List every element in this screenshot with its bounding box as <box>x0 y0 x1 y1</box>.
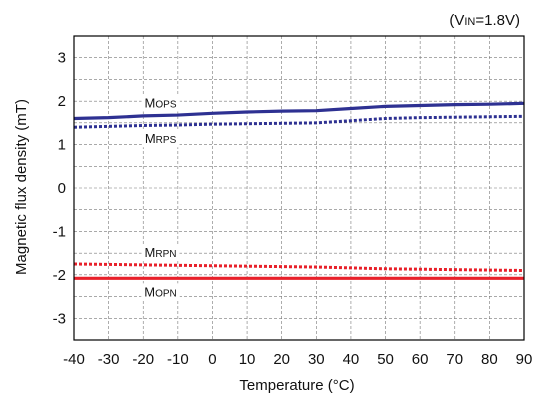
tick-labels: -40 -30 -20 -10 0 10 20 30 40 50 60 70 80 903210-1-2-… <box>53 50 533 368</box>
series-label-main: M <box>145 245 156 260</box>
series-label-sub: OPS <box>155 99 176 110</box>
series-label-sub: RPS <box>156 135 177 146</box>
y-tick-label: -1 <box>53 223 66 240</box>
series-label-bg <box>141 244 180 262</box>
series-label-sub: RPN <box>155 249 176 260</box>
x-tick-label: 80 <box>481 351 498 368</box>
series-label-mrpn: MRPN <box>145 245 177 260</box>
series-label-mrps: MRPS <box>145 131 177 146</box>
y-tick-label: 0 <box>58 180 66 197</box>
y-tick-label: -3 <box>53 310 66 327</box>
condition-label: (VIN=1.8V) <box>449 12 520 29</box>
series-label-mopn: MOPN <box>144 284 177 299</box>
series-label-bg <box>141 130 180 148</box>
y-tick-label: 2 <box>58 93 66 110</box>
series-line-mops <box>73 101 525 121</box>
y-tick-label: -2 <box>53 267 66 284</box>
series-label-mops: MOPS <box>145 95 177 110</box>
x-tick-label: 50 <box>377 351 394 368</box>
series-label-bg <box>141 283 180 301</box>
x-tick-label: -20 <box>132 351 154 368</box>
y-tick-label: 3 <box>58 50 66 67</box>
series-label-main: M <box>145 95 156 110</box>
x-axis-label: Temperature (°C) <box>239 377 354 394</box>
series-lines <box>73 101 525 280</box>
series-line-mrps <box>73 114 525 129</box>
series-label-main: M <box>145 131 156 146</box>
plot-frame <box>73 35 525 341</box>
x-tick-label: -10 <box>167 351 189 368</box>
x-tick-label: -40 <box>63 351 85 368</box>
series-label-bg <box>141 94 180 112</box>
y-tick-label: 1 <box>58 137 66 154</box>
series-label-main: M <box>144 284 155 299</box>
x-tick-label: 60 <box>412 351 429 368</box>
x-tick-label: 30 <box>308 351 325 368</box>
x-tick-label: 20 <box>273 351 290 368</box>
series-label-sub: OPN <box>155 288 177 299</box>
x-tick-label: 10 <box>239 351 256 368</box>
y-axis-label: Magnetic flux density (mT) <box>13 99 30 275</box>
x-tick-label: 0 <box>208 351 216 368</box>
series-line-mrpn <box>73 262 525 273</box>
x-tick-label: 40 <box>343 351 360 368</box>
x-tick-label: -30 <box>98 351 120 368</box>
x-tick-label: 90 <box>516 351 533 368</box>
x-tick-label: 70 <box>446 351 463 368</box>
